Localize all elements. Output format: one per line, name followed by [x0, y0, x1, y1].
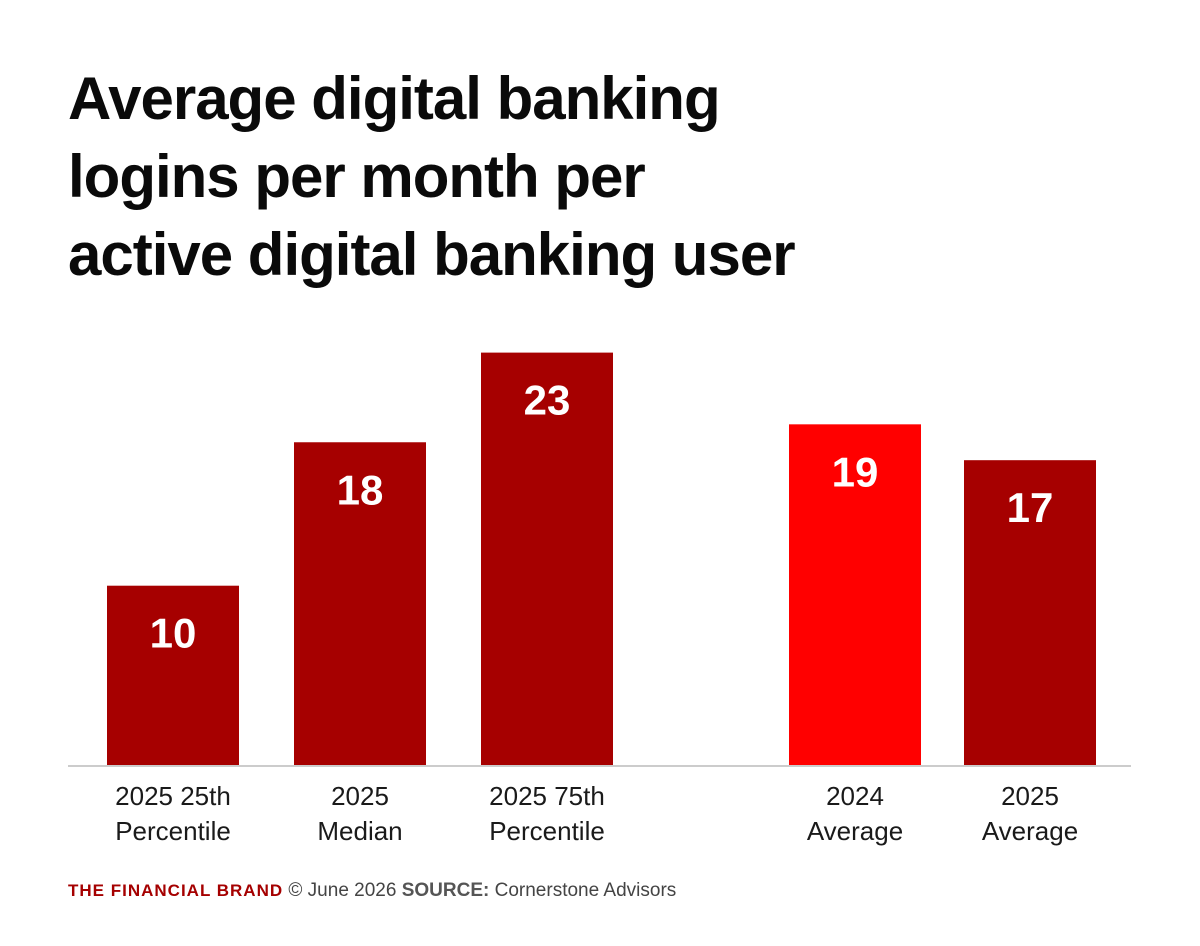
category-label-5-line-2: Average	[982, 816, 1078, 846]
title-line-3: active digital banking user	[68, 221, 796, 288]
bar-2	[294, 442, 426, 765]
data-label-2: 18	[337, 466, 384, 513]
data-label-1: 10	[150, 610, 197, 657]
footer: THE FINANCIAL BRAND © June 2026 SOURCE: …	[68, 880, 676, 902]
category-label-2-line-2: Median	[317, 816, 402, 846]
category-label-1-line-1: 2025 25th	[115, 781, 231, 811]
title-line-1: Average digital banking	[68, 65, 721, 132]
chart-title: Average digital banking logins per month…	[68, 60, 1068, 294]
bar-4	[789, 424, 921, 765]
category-label-4-line-1: 2024	[826, 781, 884, 811]
brand-logo-text: THE FINANCIAL BRAND	[68, 881, 284, 900]
data-label-5: 17	[1007, 484, 1054, 531]
bar-3	[481, 352, 613, 765]
source-name: Cornerstone Advisors	[494, 880, 677, 901]
source-label: SOURCE:	[401, 880, 490, 901]
category-label-1-line-2: Percentile	[115, 816, 231, 846]
footer-date: © June 2026	[288, 880, 397, 901]
data-label-3: 23	[524, 377, 571, 424]
bar-1	[107, 585, 239, 765]
category-label-4-line-2: Average	[807, 816, 903, 846]
category-label-2-line-1: 2025	[331, 781, 389, 811]
category-label-3-line-2: Percentile	[489, 816, 605, 846]
category-label-3-line-1: 2025 75th	[489, 781, 605, 811]
data-label-4: 19	[832, 448, 879, 495]
category-label-5-line-1: 2025	[1001, 781, 1059, 811]
title-line-2: logins per month per	[68, 143, 646, 210]
bar-5	[964, 460, 1096, 765]
